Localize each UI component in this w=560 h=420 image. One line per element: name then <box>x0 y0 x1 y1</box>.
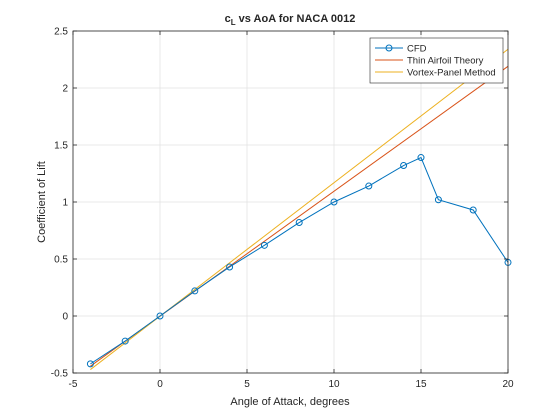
data-point-cfd <box>226 263 234 271</box>
x-tick-label: 10 <box>328 379 340 390</box>
y-tick-label: 1.5 <box>54 141 68 152</box>
data-point-cfd <box>330 198 338 206</box>
data-point-cfd <box>121 337 129 345</box>
y-tick-label: 0 <box>62 312 68 323</box>
series-line-cfd <box>90 156 509 365</box>
series-cfd <box>86 154 512 368</box>
legend-marker-cfd <box>385 44 393 52</box>
series-layer <box>86 48 512 370</box>
y-tick-label: 2.5 <box>54 27 68 38</box>
data-point-cfd <box>469 206 477 214</box>
data-point-cfd <box>434 196 442 204</box>
legend-label-thin-airfoil-theory: Thin Airfoil Theory <box>407 56 484 67</box>
x-tick-label: -5 <box>69 379 78 390</box>
x-tick-label: 15 <box>415 379 427 390</box>
chart-title-main: c <box>225 13 231 25</box>
data-point-cfd <box>260 241 268 249</box>
y-tick-label: 1 <box>62 198 68 209</box>
chart-title: cL vs AoA for NACA 0012 <box>225 13 356 27</box>
ticks: -5 0 5 10 15 20 -0.5 0 0.5 1 1.5 2 2.5 <box>51 27 514 391</box>
data-point-cfd <box>295 219 303 227</box>
data-point-cfd <box>156 312 164 320</box>
y-tick-label: 0.5 <box>54 255 68 266</box>
x-tick-label: 20 <box>502 379 514 390</box>
chart-title-rest: vs AoA for NACA 0012 <box>236 13 356 25</box>
x-tick-label: 5 <box>244 379 250 390</box>
legend-label-cfd: CFD <box>407 44 427 55</box>
legend-label-vortex-panel-method: Vortex-Panel Method <box>407 68 496 79</box>
data-point-cfd <box>400 162 408 170</box>
data-point-cfd <box>417 154 425 162</box>
y-axis-label: Coefficient of Lift <box>36 161 48 243</box>
data-point-cfd <box>365 182 373 190</box>
y-tick-label: 2 <box>62 84 68 95</box>
x-tick-label: 0 <box>157 379 163 390</box>
data-point-cfd <box>191 287 199 295</box>
y-tick-label: -0.5 <box>51 369 69 380</box>
chart-title-subscript: L <box>231 18 236 27</box>
data-point-cfd <box>86 360 94 368</box>
x-axis-label: Angle of Attack, degrees <box>230 396 350 408</box>
